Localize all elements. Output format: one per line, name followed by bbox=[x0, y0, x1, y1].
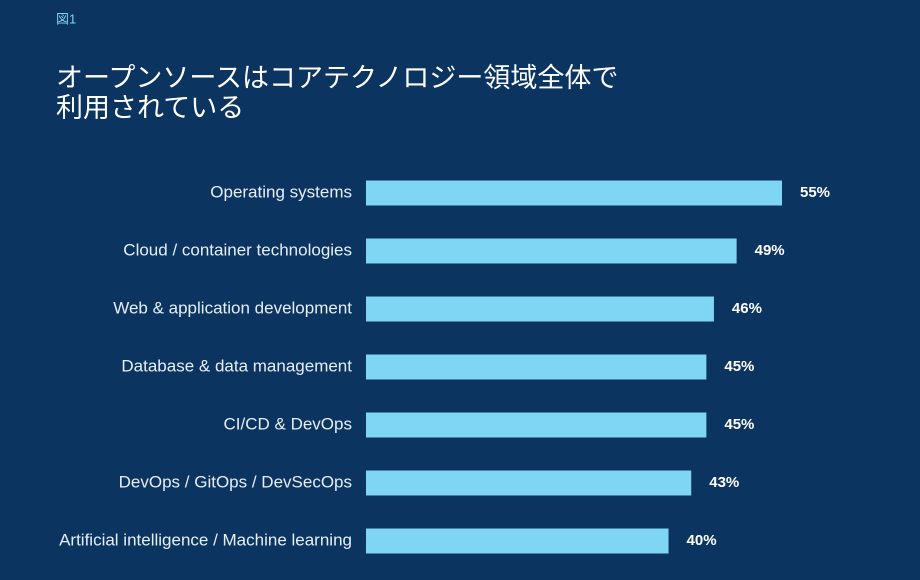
value-label: 49% bbox=[755, 242, 785, 259]
category-label: Database & data management bbox=[121, 356, 352, 375]
bar bbox=[366, 296, 714, 322]
bar bbox=[366, 528, 669, 554]
bar bbox=[366, 412, 707, 438]
category-label: DevOps / GitOps / DevSecOps bbox=[119, 472, 352, 491]
value-label: 46% bbox=[732, 300, 762, 317]
category-label: Cloud / container technologies bbox=[123, 240, 352, 259]
chart-title: オープンソースはコアテクノロジー領域全体で bbox=[56, 63, 618, 93]
category-label: Web & application development bbox=[113, 298, 352, 317]
bar bbox=[366, 238, 737, 264]
value-label: 55% bbox=[800, 184, 830, 201]
value-label: 45% bbox=[724, 416, 754, 433]
category-label: Artificial intelligence / Machine learni… bbox=[59, 530, 352, 549]
figure-label: 図1 bbox=[56, 11, 76, 26]
value-label: 40% bbox=[687, 532, 717, 549]
bar bbox=[366, 180, 782, 206]
chart-title: 利用されている bbox=[56, 93, 244, 123]
bar bbox=[366, 470, 692, 496]
category-label: Operating systems bbox=[210, 182, 352, 201]
value-label: 45% bbox=[724, 358, 754, 375]
category-label: CI/CD & DevOps bbox=[224, 414, 352, 433]
bar bbox=[366, 354, 707, 380]
value-label: 43% bbox=[709, 474, 739, 491]
